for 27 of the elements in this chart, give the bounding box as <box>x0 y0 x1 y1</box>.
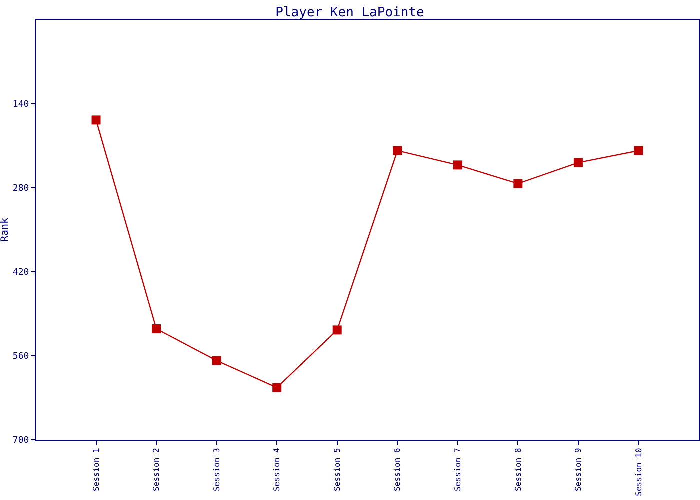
y-axis-title: Rank <box>0 218 11 242</box>
point <box>634 146 644 156</box>
x-tick-label: Session 4 <box>272 448 282 492</box>
x-tick-label: Session 2 <box>152 448 162 492</box>
point <box>272 383 282 392</box>
y-tick-label: 280 <box>12 184 30 194</box>
x-tick-label: Session 7 <box>454 448 463 492</box>
x-tick-label: Session 6 <box>393 448 402 492</box>
point <box>453 160 462 170</box>
point <box>92 116 101 125</box>
y-tick-label: 140 <box>12 100 30 110</box>
y-tick-label: 700 <box>12 436 30 446</box>
x-tick-label: Session 10 <box>634 448 644 496</box>
x-tick-label: Session 1 <box>92 448 101 492</box>
point <box>332 326 342 335</box>
y-tick-label: 420 <box>12 268 30 278</box>
x-tick-label: Session 8 <box>514 448 523 492</box>
chart-title: Player Ken LaPointe <box>276 6 425 21</box>
point <box>393 146 402 156</box>
x-tick-label: Session 5 <box>332 448 342 492</box>
point <box>574 158 583 168</box>
x-tick-label: Session 3 <box>212 448 222 492</box>
y-tick-label: 560 <box>12 352 30 362</box>
x-tick-label: Session 9 <box>574 448 584 492</box>
point <box>212 356 222 366</box>
point <box>514 179 523 188</box>
point <box>152 324 162 334</box>
